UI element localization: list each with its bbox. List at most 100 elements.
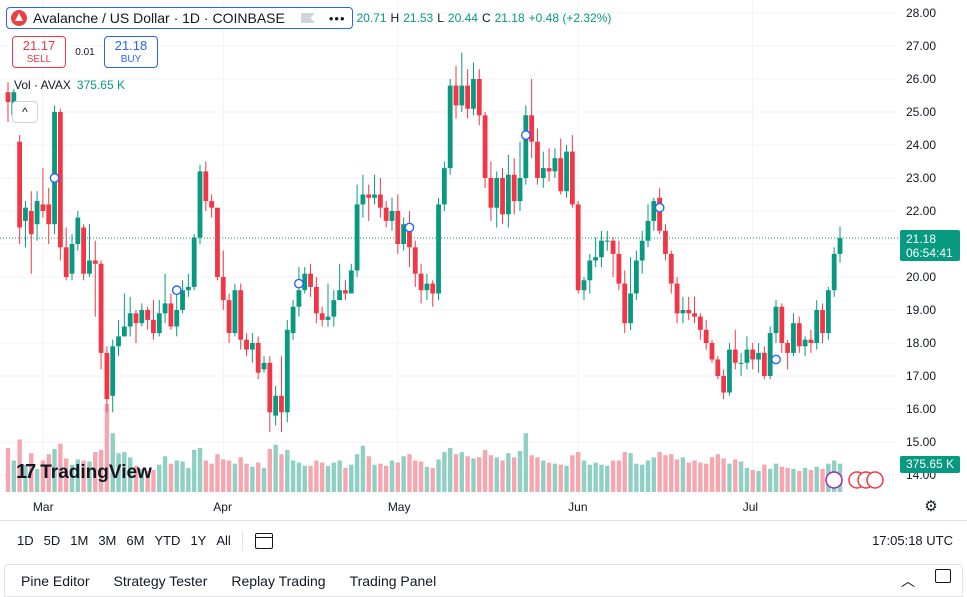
price-axis-tick: 15.00 — [906, 435, 937, 449]
volume-bar — [680, 457, 686, 492]
candle-body — [569, 151, 575, 205]
settings-gear-icon[interactable]: ⚙ — [924, 498, 938, 515]
volume-bar — [290, 460, 296, 492]
volume-bar — [29, 453, 34, 492]
candle-body — [540, 168, 546, 178]
range-all-button[interactable]: All — [216, 533, 231, 548]
tab-replay-trading[interactable]: Replay Trading — [231, 572, 326, 589]
candle-body — [773, 306, 779, 334]
candle-body — [116, 336, 121, 347]
volume-bar — [378, 463, 383, 492]
more-dots-icon[interactable]: ••• — [328, 10, 346, 26]
candle-body — [191, 237, 197, 287]
go-to-date-calendar-icon[interactable] — [254, 532, 273, 549]
volume-bar — [360, 445, 366, 492]
volume-bar — [511, 457, 517, 492]
volume-bar — [221, 459, 226, 492]
buy-button[interactable]: 21.18 BUY — [104, 36, 158, 68]
expand-panel-chevron-icon[interactable]: ︿ — [901, 573, 915, 589]
candle-body — [546, 168, 552, 172]
tradingview-logo[interactable]: 17 TradingView — [16, 461, 152, 484]
volume-bar — [325, 465, 331, 492]
candle-body — [389, 211, 395, 221]
candle-body — [377, 194, 383, 208]
candle-body — [395, 211, 401, 244]
volume-bar — [215, 454, 220, 492]
candle-body — [622, 283, 628, 324]
volume-bar — [209, 463, 214, 492]
candle-body — [831, 253, 837, 291]
volume-bar — [750, 469, 755, 492]
volume-bar — [727, 463, 732, 492]
candle-body — [407, 224, 412, 248]
candle-body — [209, 201, 215, 208]
candle-body — [156, 313, 162, 334]
candle-body — [791, 323, 796, 353]
candle-body — [215, 207, 220, 277]
price-axis-tick: 18.00 — [906, 336, 937, 350]
volume-bar — [226, 460, 232, 492]
chart-area[interactable]: Avalanche / US Dollar · 1D · COINBASE ••… — [0, 0, 967, 520]
time-axis-tick: Mar — [32, 500, 54, 514]
volume-bar — [285, 450, 290, 492]
candle-body — [680, 310, 686, 314]
price-axis-tick: 20.00 — [906, 270, 937, 284]
volume-bar — [366, 456, 371, 492]
volume-bar — [663, 455, 668, 492]
symbol-search-box[interactable]: Avalanche / US Dollar · 1D · COINBASE ••… — [6, 7, 353, 29]
price-chart[interactable] — [0, 0, 900, 495]
range-1y-button[interactable]: 1Y — [190, 533, 207, 548]
candle-body — [767, 333, 773, 376]
flag-icon[interactable] — [300, 13, 315, 23]
candle-body — [820, 310, 825, 334]
volume-bar — [692, 460, 697, 492]
tab-pine-editor[interactable]: Pine Editor — [21, 572, 90, 589]
volume-bar — [814, 466, 819, 492]
volume-bar — [756, 471, 761, 492]
range-1m-button[interactable]: 1M — [70, 533, 89, 548]
candle-body — [412, 247, 418, 274]
candle-body — [482, 115, 488, 178]
range-3m-button[interactable]: 3M — [98, 533, 117, 548]
range-6m-button[interactable]: 6M — [126, 533, 145, 548]
ohlc-close: 21.18 — [494, 11, 525, 25]
candle-body — [232, 290, 238, 334]
avalanche-logo-icon — [11, 10, 27, 26]
candle-body — [418, 273, 424, 291]
collapse-legend-button[interactable]: ^ — [12, 101, 38, 123]
volume-bar — [494, 457, 499, 492]
candle-body — [313, 286, 319, 314]
candle-body — [308, 273, 313, 287]
candle-body — [168, 303, 174, 327]
candle-body — [302, 273, 308, 291]
range-1d-button[interactable]: 1D — [17, 533, 34, 548]
dividend-marker-icon — [404, 222, 415, 233]
volume-bar — [104, 403, 110, 492]
tab-trading-panel[interactable]: Trading Panel — [349, 572, 437, 589]
candle-body — [34, 201, 40, 225]
range-ytd-button[interactable]: YTD — [154, 533, 181, 548]
utc-clock[interactable]: 17:05:18 UTC — [872, 533, 953, 548]
volume-bar — [471, 458, 476, 492]
volume-bar — [413, 460, 418, 492]
candle-body — [284, 329, 290, 413]
tab-strategy-tester[interactable]: Strategy Tester — [113, 572, 208, 589]
candle-body — [296, 290, 302, 307]
candle-body — [756, 352, 761, 360]
price-axis-tick: 17.00 — [906, 369, 937, 383]
candle-body — [785, 343, 791, 353]
volume-legend[interactable]: Vol · AVAX 375.65 K — [14, 78, 125, 92]
maximize-panel-icon[interactable] — [935, 569, 951, 583]
volume-bar — [418, 461, 424, 492]
volume-bar — [186, 467, 191, 492]
volume-bar — [541, 460, 546, 492]
range-5d-button[interactable]: 5D — [43, 533, 61, 548]
sell-button[interactable]: 21.17 SELL — [12, 36, 66, 68]
volume-bar — [58, 443, 63, 492]
volume-bar — [238, 457, 243, 492]
volume-bar — [162, 456, 168, 492]
candle-body — [127, 313, 133, 327]
candle-body — [523, 115, 529, 178]
volume-bar — [273, 444, 278, 492]
volume-bar — [127, 457, 133, 492]
